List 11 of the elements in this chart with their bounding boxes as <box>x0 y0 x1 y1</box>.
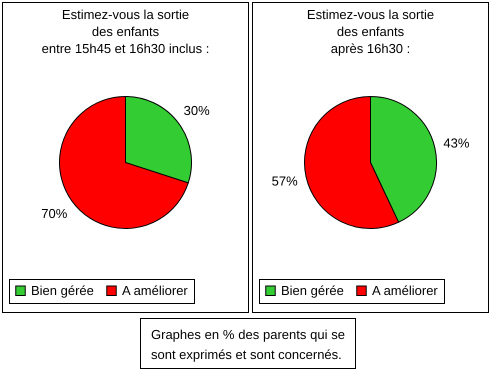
chart-title: Estimez-vous la sortie des enfants entre 15h45 et 16h30 inclus : <box>42 7 210 56</box>
chart-title: Estimez-vous la sortie des enfants après 16h30 : <box>306 7 434 56</box>
legend-label: A améliorer <box>372 282 438 298</box>
data-label: 43% <box>443 135 470 150</box>
legend-label: Bien gérée <box>281 282 344 298</box>
data-label: 70% <box>41 206 68 222</box>
legend-label: Bien gérée <box>31 282 94 298</box>
text: Graphes en % des parents qui se sont exprimés et sont concernés. <box>151 326 345 364</box>
data-label: 30% <box>184 102 210 118</box>
data-label: 57% <box>272 174 298 189</box>
legend-label: A améliorer <box>122 282 188 298</box>
